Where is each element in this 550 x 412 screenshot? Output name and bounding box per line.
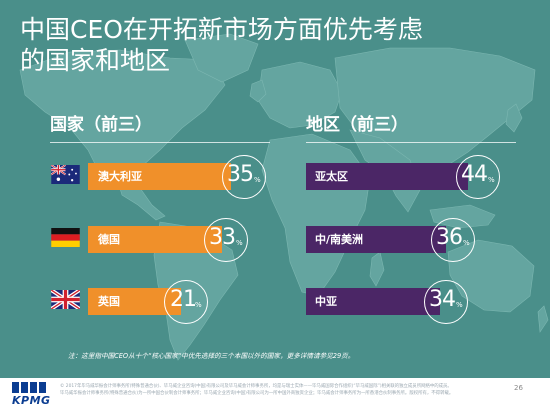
- footnote: 注：这里指中国CEO从十个“核心国家“中优先选择的三个本国以外的国家，更多详情请…: [68, 352, 355, 360]
- regions-heading: 地区（前三）: [306, 115, 408, 135]
- footer-legal-text: © 2017年毕马威华振会计师事务所(特殊普通合伙)、毕马威企业咨询(中国)有限…: [60, 383, 480, 397]
- footer: [0, 378, 550, 412]
- australia-flag-icon: [51, 165, 80, 184]
- region-value-central-asia: 34: [429, 287, 456, 312]
- uk-flag-icon: [51, 290, 80, 309]
- slide-title: 中国CEO在开拓新市场方面优先考虑 的国家和地区: [20, 14, 520, 76]
- country-value-australia: 35: [227, 162, 254, 187]
- country-value-uk: 21: [170, 287, 197, 312]
- title-line-2: 的国家和地区: [20, 46, 171, 75]
- region-value-latam: 36: [436, 225, 463, 250]
- kpmg-logo-boxes-icon: [12, 382, 46, 393]
- region-label-central-asia: 中亚: [315, 295, 337, 308]
- country-pct-australia: %: [254, 176, 261, 184]
- footer-legal-line-2: 毕马威华振会计师事务所(特殊普通合伙)为一所中国合伙制会计师事务所；毕马威企业咨…: [60, 391, 454, 396]
- country-value-ring-germany: [204, 218, 248, 262]
- germany-flag-icon: [51, 228, 80, 247]
- country-value-ring-australia: [222, 155, 266, 199]
- country-pct-germany: %: [236, 239, 243, 247]
- page-number: 26: [514, 384, 523, 392]
- region-bar-apac: [306, 163, 468, 190]
- footer-legal-line-1: © 2017年毕马威华振会计师事务所(特殊普通合伙)、毕马威企业咨询(中国)有限…: [60, 384, 452, 389]
- region-pct-central-asia: %: [456, 301, 463, 309]
- country-pct-uk: %: [195, 301, 202, 309]
- country-bar-australia: [88, 163, 231, 190]
- country-label-australia: 澳大利亚: [98, 170, 142, 183]
- country-value-ring-uk: [164, 280, 208, 324]
- region-value-ring-central-asia: [424, 280, 468, 324]
- country-label-germany: 德国: [98, 233, 120, 246]
- title-line-1: 中国CEO在开拓新市场方面优先考虑: [20, 15, 423, 44]
- region-value-ring-apac: [456, 155, 500, 199]
- region-value-ring-latam: [431, 218, 475, 262]
- region-bar-latam: [306, 226, 446, 253]
- countries-heading: 国家（前三）: [50, 115, 152, 135]
- region-pct-latam: %: [463, 239, 470, 247]
- kpmg-logo: KPMG: [12, 394, 51, 407]
- country-label-uk: 英国: [98, 295, 120, 308]
- region-label-apac: 亚太区: [315, 170, 348, 183]
- country-value-germany: 33: [209, 225, 236, 250]
- region-label-latam: 中/南美洲: [315, 233, 364, 246]
- region-pct-apac: %: [488, 176, 495, 184]
- region-value-apac: 44: [461, 162, 488, 187]
- region-bar-central-asia: [306, 288, 440, 315]
- regions-divider: [306, 142, 516, 143]
- countries-divider: [50, 142, 270, 143]
- country-bar-germany: [88, 226, 222, 253]
